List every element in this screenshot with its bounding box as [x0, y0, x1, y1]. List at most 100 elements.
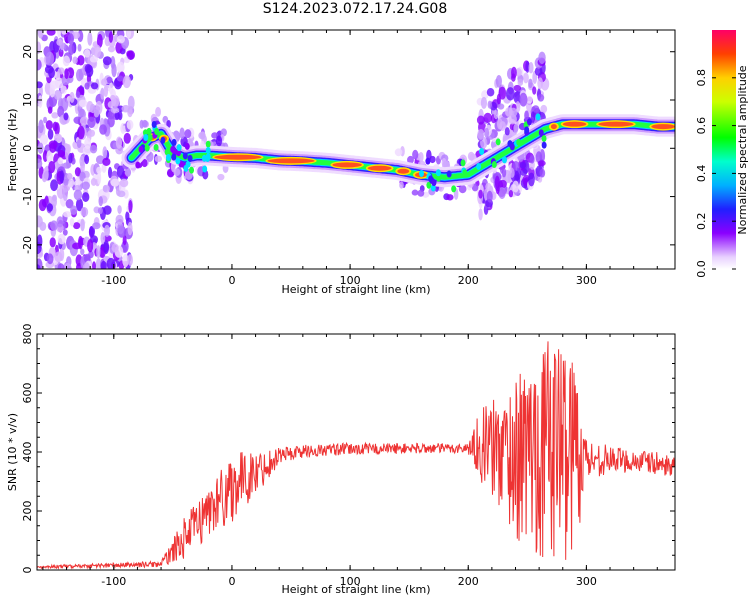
noise-cell: [108, 31, 114, 43]
ridge-cell: [205, 155, 211, 163]
noise-cell: [80, 218, 85, 232]
noise-cell: [67, 33, 75, 45]
noise-cell: [49, 237, 56, 248]
ridge-cell: [462, 169, 468, 177]
noise-cell: [63, 178, 69, 186]
noise-cell: [49, 84, 56, 98]
noise-cell: [116, 61, 125, 74]
noise-cell: [103, 240, 110, 255]
noise-cell: [54, 122, 60, 136]
noise-cell: [477, 128, 485, 140]
noise-cell: [486, 87, 495, 97]
ridge-cell: [435, 169, 441, 177]
noise-cell: [110, 107, 120, 114]
ridge-cell: [154, 128, 160, 136]
noise-cell: [478, 208, 483, 221]
noise-cell: [104, 224, 110, 237]
noise-cell: [60, 85, 67, 94]
noise-cell: [82, 192, 90, 203]
noise-cell: [37, 59, 42, 71]
noise-cell: [59, 170, 65, 184]
ridge-cell: [187, 154, 193, 162]
noise-cell: [75, 91, 81, 98]
noise-cell: [539, 168, 546, 178]
noise-cell: [217, 173, 225, 181]
noise-cell: [107, 115, 115, 128]
noise-cell: [66, 143, 71, 154]
noise-cell: [411, 189, 419, 196]
noise-cell: [512, 180, 520, 193]
noise-cell: [79, 116, 89, 126]
noise-cell: [198, 131, 206, 140]
colorbar-tick-label: 0.2: [695, 212, 708, 230]
noise-cell: [37, 81, 43, 89]
noise-cell: [528, 62, 534, 74]
noise-cell: [511, 66, 517, 79]
noise-cell: [501, 167, 507, 178]
colorbar-gradient: [712, 30, 736, 269]
noise-cell: [512, 160, 520, 171]
noise-cell: [528, 172, 535, 187]
snr-x-axis-label: Height of straight line (km): [281, 583, 430, 596]
ridge-cell: [426, 181, 432, 189]
noise-cell: [74, 167, 81, 177]
noise-cell: [97, 170, 102, 185]
ridge-red: [651, 124, 675, 130]
noise-cell: [525, 60, 530, 73]
noise-cell: [476, 115, 485, 125]
noise-cell: [37, 41, 42, 54]
noise-cell: [531, 105, 540, 113]
noise-cell: [497, 118, 503, 130]
noise-cell: [100, 260, 107, 269]
noise-cell: [37, 30, 44, 39]
ridge-cell: [153, 143, 159, 151]
ridge-red: [397, 168, 410, 174]
noise-cell: [429, 155, 436, 164]
y-tick-label: -10: [21, 188, 34, 206]
ridge-cell: [138, 145, 144, 153]
noise-cell: [53, 89, 62, 100]
noise-cell: [37, 158, 43, 169]
noise-cell: [106, 76, 113, 84]
noise-cell: [100, 231, 106, 245]
noise-cell: [487, 100, 492, 109]
noise-cell: [48, 160, 56, 174]
y-tick-label: 600: [21, 383, 34, 404]
noise-cell: [89, 144, 98, 154]
noise-cell: [127, 50, 135, 60]
noise-cell: [45, 51, 55, 66]
ridge-red: [332, 162, 362, 168]
noise-cell: [80, 248, 85, 256]
noise-cell: [38, 119, 44, 134]
noise-cell: [127, 95, 135, 110]
ridge-cell: [184, 142, 190, 150]
ridge-cell: [171, 153, 177, 161]
ridge-cell: [189, 166, 195, 174]
noise-cell: [519, 161, 527, 169]
noise-cell: [38, 95, 43, 108]
noise-cell: [57, 233, 66, 245]
noise-cell: [59, 41, 65, 51]
noise-cell: [508, 190, 514, 198]
noise-cell: [62, 187, 68, 202]
noise-cell: [528, 78, 533, 89]
noise-cell: [84, 82, 90, 90]
noise-cell: [46, 253, 54, 265]
noise-cell: [117, 222, 124, 235]
noise-cell: [64, 68, 69, 80]
ridge-cell: [185, 160, 191, 168]
noise-cell: [446, 194, 454, 201]
noise-cell: [141, 158, 148, 168]
noise-cell: [417, 189, 425, 197]
ridge-red: [550, 124, 557, 130]
noise-cell: [49, 220, 58, 231]
noise-cell: [111, 243, 119, 253]
ridge-cell: [460, 159, 466, 167]
noise-cell: [525, 95, 533, 104]
ridge-cell: [431, 179, 437, 187]
noise-cell: [124, 167, 132, 177]
noise-cell: [98, 196, 104, 207]
noise-cell: [99, 124, 107, 135]
noise-cell: [116, 165, 125, 178]
